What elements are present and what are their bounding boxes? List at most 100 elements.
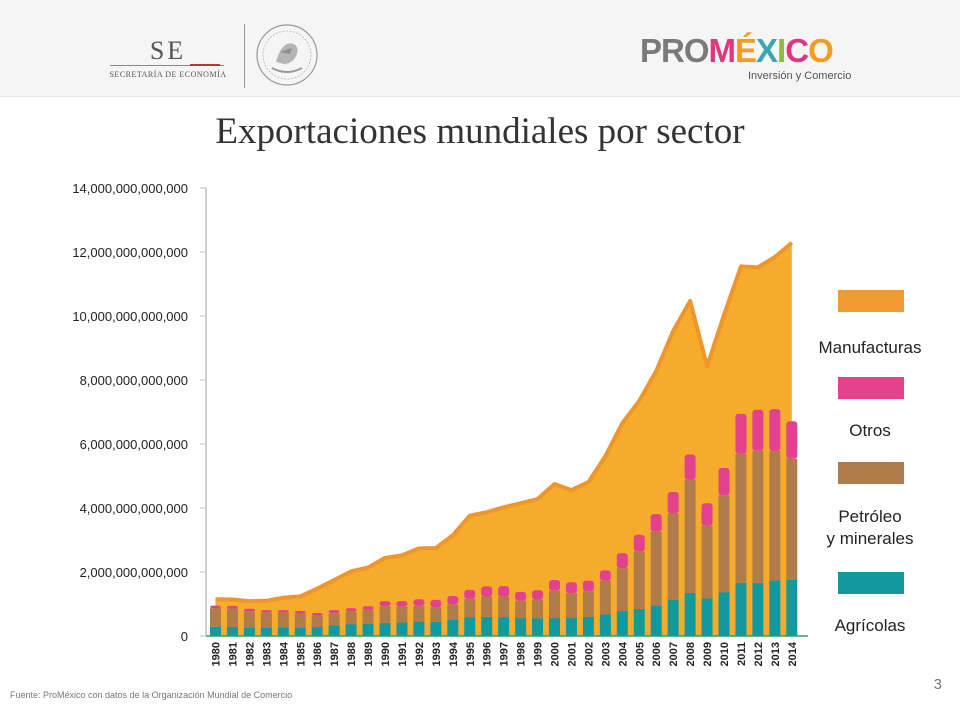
wordmark-pro: PRO (640, 32, 710, 69)
bar-otros-2013 (769, 409, 781, 452)
bar-otros-1994 (447, 596, 459, 605)
bar-agricolas-1999 (532, 618, 544, 636)
bar-otros-1992 (413, 599, 425, 606)
promexico-logo: PROMÉXICO Inversión y Comercio (640, 32, 860, 84)
promexico-wordmark: PROMÉXICO (640, 32, 834, 70)
bar-agricolas-1989 (362, 623, 374, 636)
bar-petroleo-1980 (210, 608, 221, 627)
bar-agricolas-1987 (328, 625, 340, 636)
bar-agricolas-1988 (345, 624, 357, 636)
bar-otros-2002 (582, 580, 594, 592)
bar-petroleo-2001 (565, 593, 577, 619)
wordmark-o: O (808, 32, 834, 69)
legend-label-petroleo: Petróleo y minerales (826, 507, 914, 548)
x-tick-label: 2006 (651, 642, 663, 666)
bar-agricolas-2005 (633, 608, 645, 636)
bar-agricolas-1990 (379, 622, 391, 636)
bar-petroleo-1985 (294, 613, 306, 628)
x-tick-label: 1988 (346, 642, 358, 666)
y-tick-label: 0 (181, 629, 188, 644)
bar-agricolas-1980 (210, 626, 221, 636)
bar-otros-1986 (311, 612, 323, 616)
bar-petroleo-2002 (582, 591, 594, 617)
se-logo: SE SECRETARÍA DE ECONOMÍA (108, 36, 228, 86)
logo-divider (244, 24, 245, 88)
bar-agricolas-2011 (735, 582, 747, 636)
bar-otros-2001 (565, 582, 577, 594)
bar-petroleo-1991 (396, 606, 408, 623)
x-tick-label: 1981 (227, 642, 239, 666)
bar-otros-1980 (210, 605, 221, 609)
x-tick-label: 1997 (499, 642, 511, 666)
bar-petroleo-1999 (532, 599, 544, 619)
x-tick-label: 1998 (516, 642, 528, 666)
bar-petroleo-1994 (447, 604, 459, 620)
x-tick-label: 2010 (719, 642, 731, 666)
x-tick-label: 1980 (211, 642, 223, 666)
bar-petroleo-1997 (498, 596, 510, 618)
line-manufacturas (215, 241, 794, 604)
bar-petroleo-2008 (684, 479, 696, 593)
bar-agricolas-2008 (684, 592, 696, 636)
wordmark-c: C (785, 32, 809, 69)
bar-otros-1998 (515, 591, 527, 601)
bar-petroleo-2003 (599, 580, 611, 615)
bar-otros-2007 (667, 492, 679, 514)
x-tick-label: 1983 (261, 642, 273, 666)
legend-swatch-agricolas (838, 572, 904, 594)
wordmark-e: É (735, 32, 757, 69)
bar-agricolas-1994 (447, 620, 459, 636)
bar-petroleo-1992 (413, 605, 425, 622)
wordmark-i: I (777, 32, 786, 69)
bar-petroleo-2011 (735, 453, 747, 583)
x-tick-label: 2005 (634, 642, 646, 666)
bar-petroleo-2007 (667, 513, 679, 600)
bar-agricolas-2002 (582, 616, 594, 636)
bar-agricolas-2014 (786, 580, 798, 636)
bar-otros-1996 (481, 586, 493, 597)
x-tick-label: 1999 (533, 642, 545, 666)
bar-agricolas-2013 (769, 580, 781, 636)
page-number: 3 (933, 676, 942, 693)
x-tick-label: 1994 (448, 641, 460, 666)
se-logo-accent (190, 64, 220, 66)
bar-otros-2003 (599, 570, 611, 581)
bar-petroleo-1995 (464, 598, 476, 618)
y-tick-label: 10,000,000,000,000 (72, 309, 188, 324)
x-tick-label: 2014 (787, 641, 799, 666)
legend-swatch-manufacturas (838, 290, 904, 312)
bar-otros-2000 (549, 580, 560, 591)
bar-agricolas-1991 (396, 622, 408, 636)
bar-petroleo-2014 (786, 458, 798, 580)
bar-agricolas-1986 (311, 627, 323, 636)
bar-agricolas-1985 (294, 628, 306, 636)
wordmark-x: X (756, 32, 778, 69)
bar-petroleo-1998 (515, 600, 527, 619)
bar-agricolas-2009 (701, 598, 713, 636)
x-tick-label: 2004 (617, 641, 629, 666)
bar-agricolas-2006 (650, 605, 662, 636)
bar-otros-1984 (277, 610, 289, 613)
bar-otros-1987 (328, 610, 340, 614)
x-tick-label: 2002 (583, 642, 595, 666)
bar-otros-1982 (243, 608, 255, 612)
x-tick-label: 2000 (550, 642, 562, 666)
bar-agricolas-1982 (243, 627, 255, 636)
x-tick-label: 1992 (414, 642, 426, 666)
x-tick-label: 1991 (397, 642, 409, 666)
bar-otros-2012 (752, 409, 764, 451)
header-band: SE SECRETARÍA DE ECONOMÍA PROMÉXICO Inve… (0, 0, 960, 97)
bar-petroleo-1981 (226, 608, 238, 627)
bar-otros-2009 (701, 503, 713, 526)
bar-petroleo-1982 (243, 611, 255, 628)
bar-agricolas-1997 (498, 617, 510, 636)
bar-otros-1993 (430, 599, 442, 608)
bar-agricolas-1984 (277, 627, 289, 636)
legend-label-manufacturas: Manufacturas (818, 338, 922, 357)
x-tick-label: 1989 (363, 642, 375, 666)
x-tick-label: 1982 (244, 642, 256, 666)
bar-petroleo-1986 (311, 615, 323, 628)
se-logo-abbr: SE (149, 36, 187, 65)
bar-agricolas-2004 (616, 611, 628, 636)
bar-petroleo-1996 (481, 596, 493, 617)
